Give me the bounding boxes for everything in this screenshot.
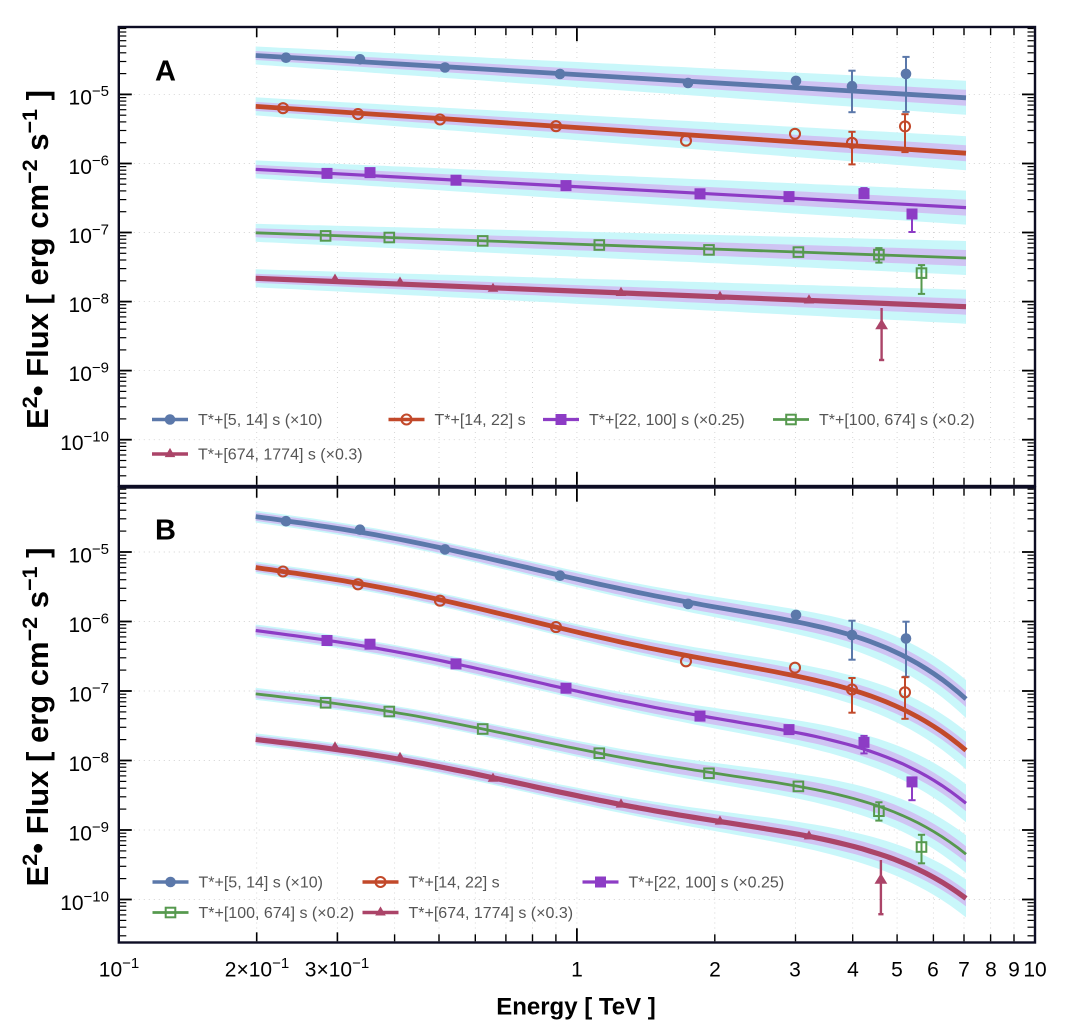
- svg-text:3: 3: [789, 959, 801, 982]
- svg-text:2×10−1: 2×10−1: [225, 955, 289, 982]
- svg-text:10−1: 10−1: [99, 955, 139, 982]
- svg-text:T*+[674, 1774] s (×0.3): T*+[674, 1774] s (×0.3): [409, 905, 574, 922]
- svg-text:E2• Flux [ erg cm−2 s−1 ]: E2• Flux [ erg cm−2 s−1 ]: [18, 548, 55, 887]
- svg-text:T*+[22, 100] s (×0.25): T*+[22, 100] s (×0.25): [589, 412, 745, 429]
- svg-text:10−7: 10−7: [69, 221, 109, 248]
- svg-text:B: B: [155, 515, 176, 547]
- svg-text:A: A: [155, 56, 176, 88]
- svg-text:7: 7: [958, 959, 970, 982]
- svg-text:6: 6: [927, 959, 939, 982]
- svg-text:2: 2: [709, 959, 721, 982]
- svg-text:10−8: 10−8: [69, 290, 109, 317]
- svg-text:5: 5: [891, 959, 903, 982]
- svg-text:4: 4: [847, 959, 859, 982]
- svg-text:E2• Flux [ erg cm−2 s−1 ]: E2• Flux [ erg cm−2 s−1 ]: [18, 90, 55, 429]
- svg-text:T*+[100, 674] s (×0.2): T*+[100, 674] s (×0.2): [199, 905, 355, 922]
- svg-text:T*+[5, 14] s (×10): T*+[5, 14] s (×10): [199, 875, 324, 892]
- svg-text:T*+[14, 22] s: T*+[14, 22] s: [435, 412, 526, 429]
- svg-text:1: 1: [571, 959, 583, 982]
- svg-text:T*+[22, 100] s (×0.25): T*+[22, 100] s (×0.25): [629, 875, 785, 892]
- svg-text:10−5: 10−5: [69, 83, 109, 110]
- svg-text:8: 8: [985, 959, 997, 982]
- svg-text:T*+[14, 22] s: T*+[14, 22] s: [409, 875, 500, 892]
- svg-text:9: 9: [1008, 959, 1020, 982]
- svg-text:T*+[5, 14] s (×10): T*+[5, 14] s (×10): [198, 412, 323, 429]
- svg-text:Energy [ TeV ]: Energy [ TeV ]: [496, 994, 656, 1021]
- svg-text:T*+[100, 674] s (×0.2): T*+[100, 674] s (×0.2): [819, 412, 975, 429]
- svg-text:10: 10: [1023, 959, 1046, 982]
- svg-text:T*+[674, 1774] s (×0.3): T*+[674, 1774] s (×0.3): [198, 447, 363, 464]
